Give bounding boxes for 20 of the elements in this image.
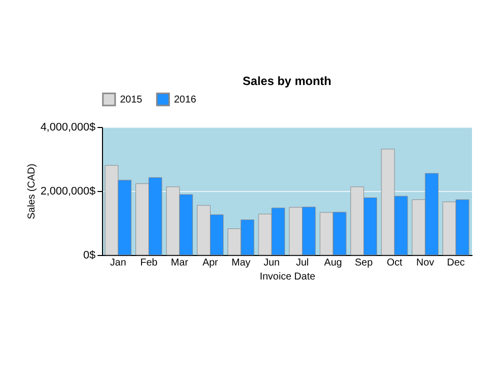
x-axis-title: Invoice Date: [260, 272, 316, 282]
chart-title: Sales by month: [242, 74, 332, 88]
y-tick-label: 4,000,000$: [40, 122, 96, 134]
x-tick-label: Dec: [446, 258, 465, 268]
x-tick-label: Nov: [416, 258, 434, 268]
x-tick-label: Jun: [264, 258, 280, 268]
x-tick-label: Mar: [170, 258, 189, 268]
x-tick-label: Oct: [386, 258, 402, 268]
legend-label: 2015: [120, 94, 143, 106]
x-tick-label: Aug: [324, 258, 342, 268]
x-tick-label: Jul: [296, 258, 309, 268]
x-tick-label: Sep: [354, 258, 374, 268]
x-tick-label: Jan: [110, 258, 126, 268]
x-tick-label: Apr: [202, 258, 219, 268]
legend-label: 2016: [174, 94, 197, 106]
x-tick-label: May: [231, 258, 250, 268]
x-tick-label: Feb: [140, 258, 158, 268]
y-axis-title: Sales (CAD): [26, 164, 38, 220]
y-tick-label: 2,000,000$: [40, 186, 96, 198]
y-tick-label: 0$: [83, 250, 96, 262]
